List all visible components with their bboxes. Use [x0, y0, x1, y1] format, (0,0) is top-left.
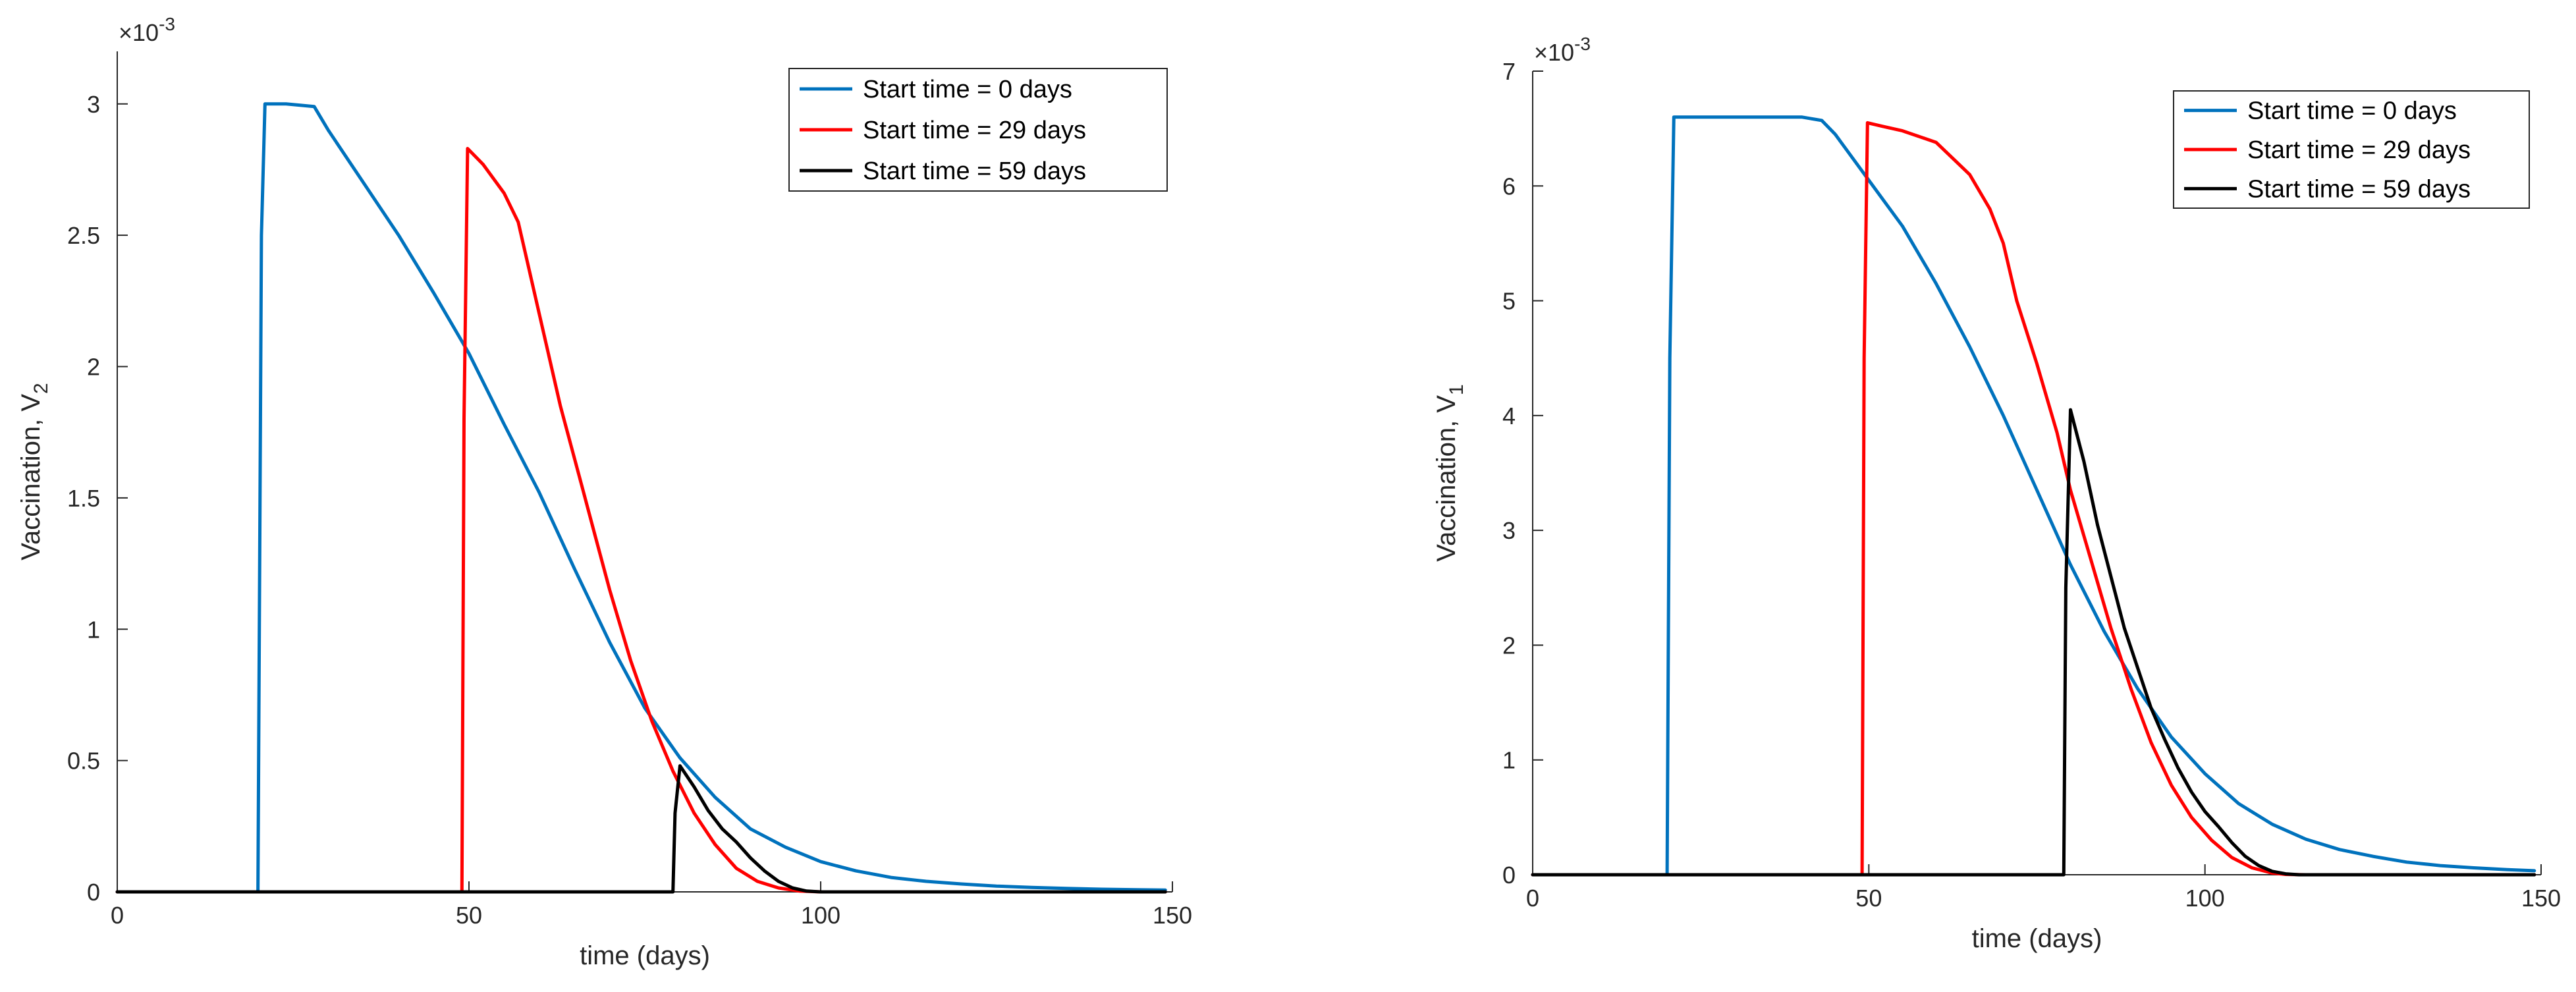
x-tick-label: 150 [1153, 902, 1192, 929]
series-line-2 [115, 147, 1167, 894]
y-axis-label: Vaccination, V1 [1432, 384, 1467, 561]
x-axis-label: time (days) [1972, 924, 2102, 953]
y-tick-label: 0 [1502, 862, 1516, 889]
x-tick-label: 150 [2521, 885, 2561, 912]
legend-entry: Start time = 0 days [2247, 97, 2457, 125]
legend-entry: Start time = 0 days [863, 76, 1072, 103]
y-tick-label: 1 [1502, 747, 1516, 774]
y-tick-label: 0.5 [67, 748, 100, 775]
x-tick-label: 100 [801, 902, 840, 929]
series-line-1 [1531, 115, 2536, 877]
y-tick-label: 6 [1502, 173, 1516, 200]
y-tick-label: 1.5 [67, 485, 100, 512]
series-line-3 [115, 764, 1167, 894]
y-tick-label: 3 [87, 91, 100, 118]
y-exponent-label: ×10-3 [119, 14, 175, 46]
x-tick-label: 50 [456, 902, 482, 929]
y-axis-label: Vaccination, V2 [16, 383, 52, 560]
y-exponent-label: ×10-3 [1534, 34, 1591, 66]
legend: Start time = 0 days Start time = 29 days S… [788, 68, 1168, 192]
x-tick-label: 100 [2185, 885, 2225, 912]
y-tick-label: 1 [87, 616, 100, 643]
series-line-3 [1531, 408, 2536, 877]
x-tick-label: 0 [111, 902, 124, 929]
y-tick-label: 0 [87, 879, 100, 906]
legend-entry: Start time = 29 days [2247, 136, 2471, 164]
series-line-1 [115, 102, 1167, 894]
y-tick-label: 2 [1502, 632, 1516, 659]
legend: Start time = 0 days Start time = 29 days S… [2173, 90, 2530, 209]
x-axis-label: time (days) [580, 941, 710, 970]
y-tick-label: 7 [1502, 58, 1516, 85]
y-tick-label: 2 [87, 354, 100, 381]
y-tick-label: 2.5 [67, 222, 100, 249]
x-tick-label: 50 [1855, 885, 1882, 912]
legend-entry: Start time = 59 days [2247, 175, 2471, 203]
y-tick-label: 4 [1502, 402, 1516, 429]
series-line-2 [1531, 121, 2536, 877]
legend-entry: Start time = 59 days [863, 157, 1086, 185]
y-tick-label: 3 [1502, 517, 1516, 544]
x-tick-label: 0 [1526, 885, 1539, 912]
chart-vaccination-v1: 0 50 100 150 0 1 2 3 4 5 6 7 ×10-3 time (days) Vaccina… [1432, 34, 2561, 953]
chart-vaccination-v2: 0 50 100 150 0 0.5 1 1.5 2 2.5 3 ×10-3 time (days) Va… [16, 14, 1192, 970]
legend-entry: Start time = 29 days [863, 117, 1086, 144]
y-tick-label: 5 [1502, 288, 1516, 315]
